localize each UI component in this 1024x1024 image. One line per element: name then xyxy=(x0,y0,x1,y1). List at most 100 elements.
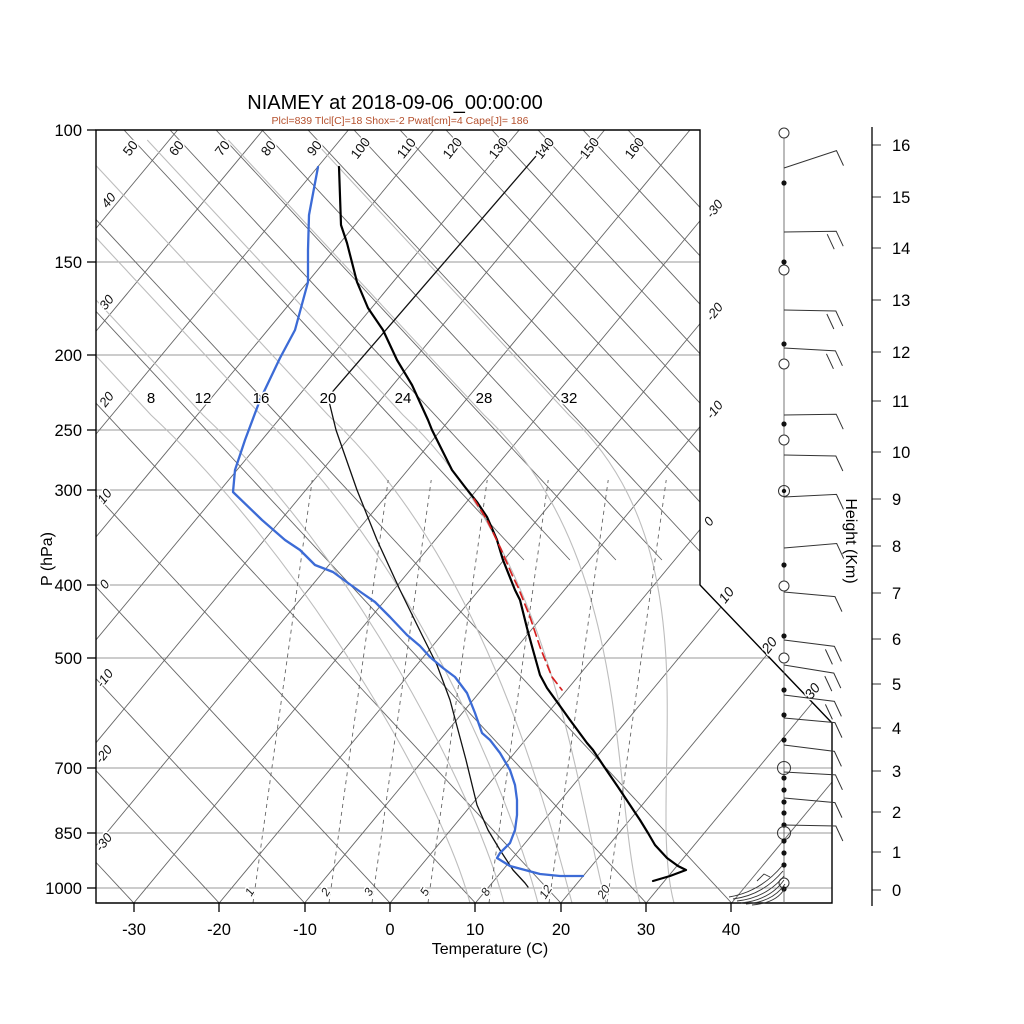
wind-barb xyxy=(783,771,843,791)
right-isotherm-label: -20 xyxy=(703,299,727,324)
upper-adiabat xyxy=(261,130,663,561)
temperature-tick-label: 10 xyxy=(466,921,484,939)
pressure-tick-label: 100 xyxy=(54,122,82,140)
surface-wind-cluster-stroke xyxy=(751,887,786,906)
temperature-tick-label: 40 xyxy=(722,921,740,939)
moist-adiabat xyxy=(312,139,675,903)
isotherm xyxy=(96,130,605,903)
wind-level-dot xyxy=(781,687,787,693)
isotherm xyxy=(96,130,264,903)
wind-level-dot xyxy=(781,787,787,793)
wind-barb xyxy=(783,639,842,665)
moist-adiabat-label: 8 xyxy=(147,390,155,407)
mixing-ratio-line xyxy=(488,479,549,903)
upper-adiabat xyxy=(169,130,571,561)
top-adiabat-label: 110 xyxy=(394,135,419,161)
left-isopleth-label: 10 xyxy=(94,485,115,506)
dry-adiabat xyxy=(96,130,220,903)
wind-level-dot xyxy=(781,712,787,718)
moist-adiabat-label: 16 xyxy=(253,390,270,407)
wind-level-dot xyxy=(781,562,787,568)
height-tick-label: 5 xyxy=(892,676,901,694)
upper-adiabat xyxy=(627,130,832,561)
mixing-ratio-line xyxy=(606,479,667,903)
isotherm xyxy=(96,130,178,903)
isotherm xyxy=(475,130,832,903)
surface-wind-cluster-stroke xyxy=(740,879,785,904)
moist-adiabat xyxy=(96,139,539,903)
pressure-tick-label: 1000 xyxy=(45,880,82,898)
grid-label-layer: 50 60 70 80 90 100 110 120 130 140 150 160403020100… xyxy=(90,133,825,903)
height-tick-label: 3 xyxy=(892,763,901,781)
wind-barb xyxy=(783,797,843,818)
wind-barb xyxy=(783,150,844,169)
dry-adiabat xyxy=(96,130,647,903)
dry-adiabat xyxy=(96,130,391,903)
diagonal-isotherm-label: 10 xyxy=(715,584,737,606)
top-adiabat-label: 50 xyxy=(120,138,141,159)
surface-wind-cluster-stroke xyxy=(745,883,786,905)
dry-adiabat xyxy=(96,130,135,903)
wind-level-dot xyxy=(781,775,787,781)
mixing-ratio-line xyxy=(371,479,432,903)
right-isotherm-label: -30 xyxy=(703,196,727,221)
mixing-ratio-label: 1 xyxy=(242,885,257,898)
right-isotherm-label: -10 xyxy=(703,397,727,422)
plot-frame xyxy=(95,129,833,904)
left-isopleth-label: 40 xyxy=(98,189,119,210)
moist-adiabat-label: 24 xyxy=(395,390,412,407)
pressure-tick-label: 700 xyxy=(54,760,82,778)
pressure-tick-label: 400 xyxy=(54,577,82,595)
diagonal-isotherm-label: 20 xyxy=(757,634,780,657)
upper-adiabat xyxy=(215,130,617,561)
upper-adiabat xyxy=(307,130,709,561)
temperature-tick-label: -30 xyxy=(122,921,146,939)
wind-level-dot xyxy=(781,862,787,868)
wind-barb xyxy=(783,347,843,370)
isotherm xyxy=(731,130,832,903)
height-tick-label: 10 xyxy=(892,444,910,462)
wind-barb xyxy=(783,744,842,767)
upper-adiabat xyxy=(123,130,525,561)
wind-barb xyxy=(783,717,843,738)
top-adiabat-label: 160 xyxy=(622,135,648,162)
isotherm xyxy=(96,130,520,903)
temperature-tick-label: 20 xyxy=(552,921,570,939)
wind-profile-column xyxy=(728,127,845,906)
height-tick-label: 8 xyxy=(892,538,901,556)
wind-barb xyxy=(783,824,844,842)
surface-wind-cluster-stroke xyxy=(732,870,784,900)
temperature-tick-label: 30 xyxy=(637,921,655,939)
wind-level-circle xyxy=(778,127,790,139)
moist-adiabat-label: 28 xyxy=(476,390,493,407)
parcel-moist-adiabat-curve xyxy=(327,147,544,888)
wind-level-dot xyxy=(781,488,787,494)
wind-barb xyxy=(783,664,842,692)
top-adiabat-label: 120 xyxy=(440,135,466,162)
dry-adiabat xyxy=(96,130,476,903)
isotherm xyxy=(96,130,435,903)
wind-barb xyxy=(783,591,843,612)
wind-level-dot xyxy=(781,810,787,816)
pressure-tick-label: 200 xyxy=(54,347,82,365)
height-tick-label: 12 xyxy=(892,344,910,362)
temperature-tick-label: -20 xyxy=(207,921,231,939)
height-tick-label: 16 xyxy=(892,137,910,155)
height-axis-label: Height (Km) xyxy=(842,498,859,584)
isotherm xyxy=(218,130,832,903)
pressure-tick-label: 250 xyxy=(54,422,82,440)
height-tick-label: 11 xyxy=(892,393,909,411)
pressure-tick-label: 850 xyxy=(54,825,82,843)
height-tick-label: 1 xyxy=(892,844,901,862)
upper-adiabat xyxy=(399,130,801,561)
height-tick-label: 2 xyxy=(892,804,901,822)
moist-adiabat xyxy=(96,139,471,903)
wind-barb xyxy=(783,413,844,430)
isotherm xyxy=(304,130,832,903)
temperature-curve xyxy=(337,165,688,883)
isotherm xyxy=(645,130,832,903)
surface-wind-cluster-stroke xyxy=(756,873,771,882)
mixing-ratio-label: 20 xyxy=(594,882,614,902)
